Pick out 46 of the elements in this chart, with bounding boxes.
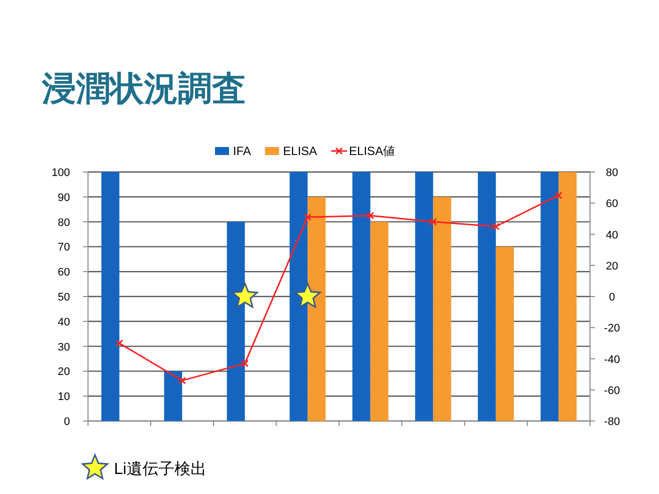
y-tick-label: 10 xyxy=(58,391,70,404)
bar xyxy=(101,172,120,421)
note: Li遺伝子検出 xyxy=(80,453,206,480)
bar xyxy=(496,246,514,421)
point xyxy=(366,212,374,220)
y-tick-label: 0 xyxy=(64,416,70,428)
y2-tick-label: 80 xyxy=(606,167,618,179)
y2-tick-label: 20 xyxy=(606,260,618,272)
y2-tick-label: -60 xyxy=(604,384,620,397)
legend-label: ELISA値 xyxy=(349,144,396,158)
y-tick-label: 20 xyxy=(58,366,70,378)
y-tick-label: 70 xyxy=(58,242,70,254)
bar xyxy=(352,172,370,421)
point xyxy=(241,360,249,368)
y2-tick-label: -40 xyxy=(604,354,620,366)
point xyxy=(178,376,186,384)
bar xyxy=(370,222,388,421)
y-tick-label: 80 xyxy=(58,216,70,229)
bar xyxy=(415,172,434,421)
y-tick-label: 60 xyxy=(58,266,70,279)
y-tick-label: 30 xyxy=(58,341,70,354)
y-tick-label: 90 xyxy=(58,192,70,204)
legend-label: IFA xyxy=(233,144,252,158)
y2-tick-label: 40 xyxy=(606,229,618,242)
y2-tick-label: 60 xyxy=(606,198,618,210)
y-tick-label: 50 xyxy=(58,292,70,304)
y2-tick-label: -20 xyxy=(604,322,620,335)
point xyxy=(304,213,312,221)
bar xyxy=(308,196,326,421)
point xyxy=(429,218,437,226)
bar xyxy=(558,172,577,421)
point xyxy=(116,339,124,347)
bar xyxy=(290,172,308,421)
y2-tick-label: 0 xyxy=(608,292,616,304)
bar xyxy=(164,371,182,421)
bar xyxy=(478,172,496,421)
y-tick-label: 40 xyxy=(58,316,70,328)
y-tick-label: 100 xyxy=(52,167,70,179)
point xyxy=(554,192,562,200)
bar xyxy=(433,196,452,421)
bar xyxy=(540,172,559,421)
bar xyxy=(226,222,245,421)
legend-label: ELISA xyxy=(283,144,318,158)
point xyxy=(492,222,500,230)
chart-title: 浸潤状況調査 xyxy=(41,70,246,108)
y2-tick-label: -80 xyxy=(604,416,620,428)
